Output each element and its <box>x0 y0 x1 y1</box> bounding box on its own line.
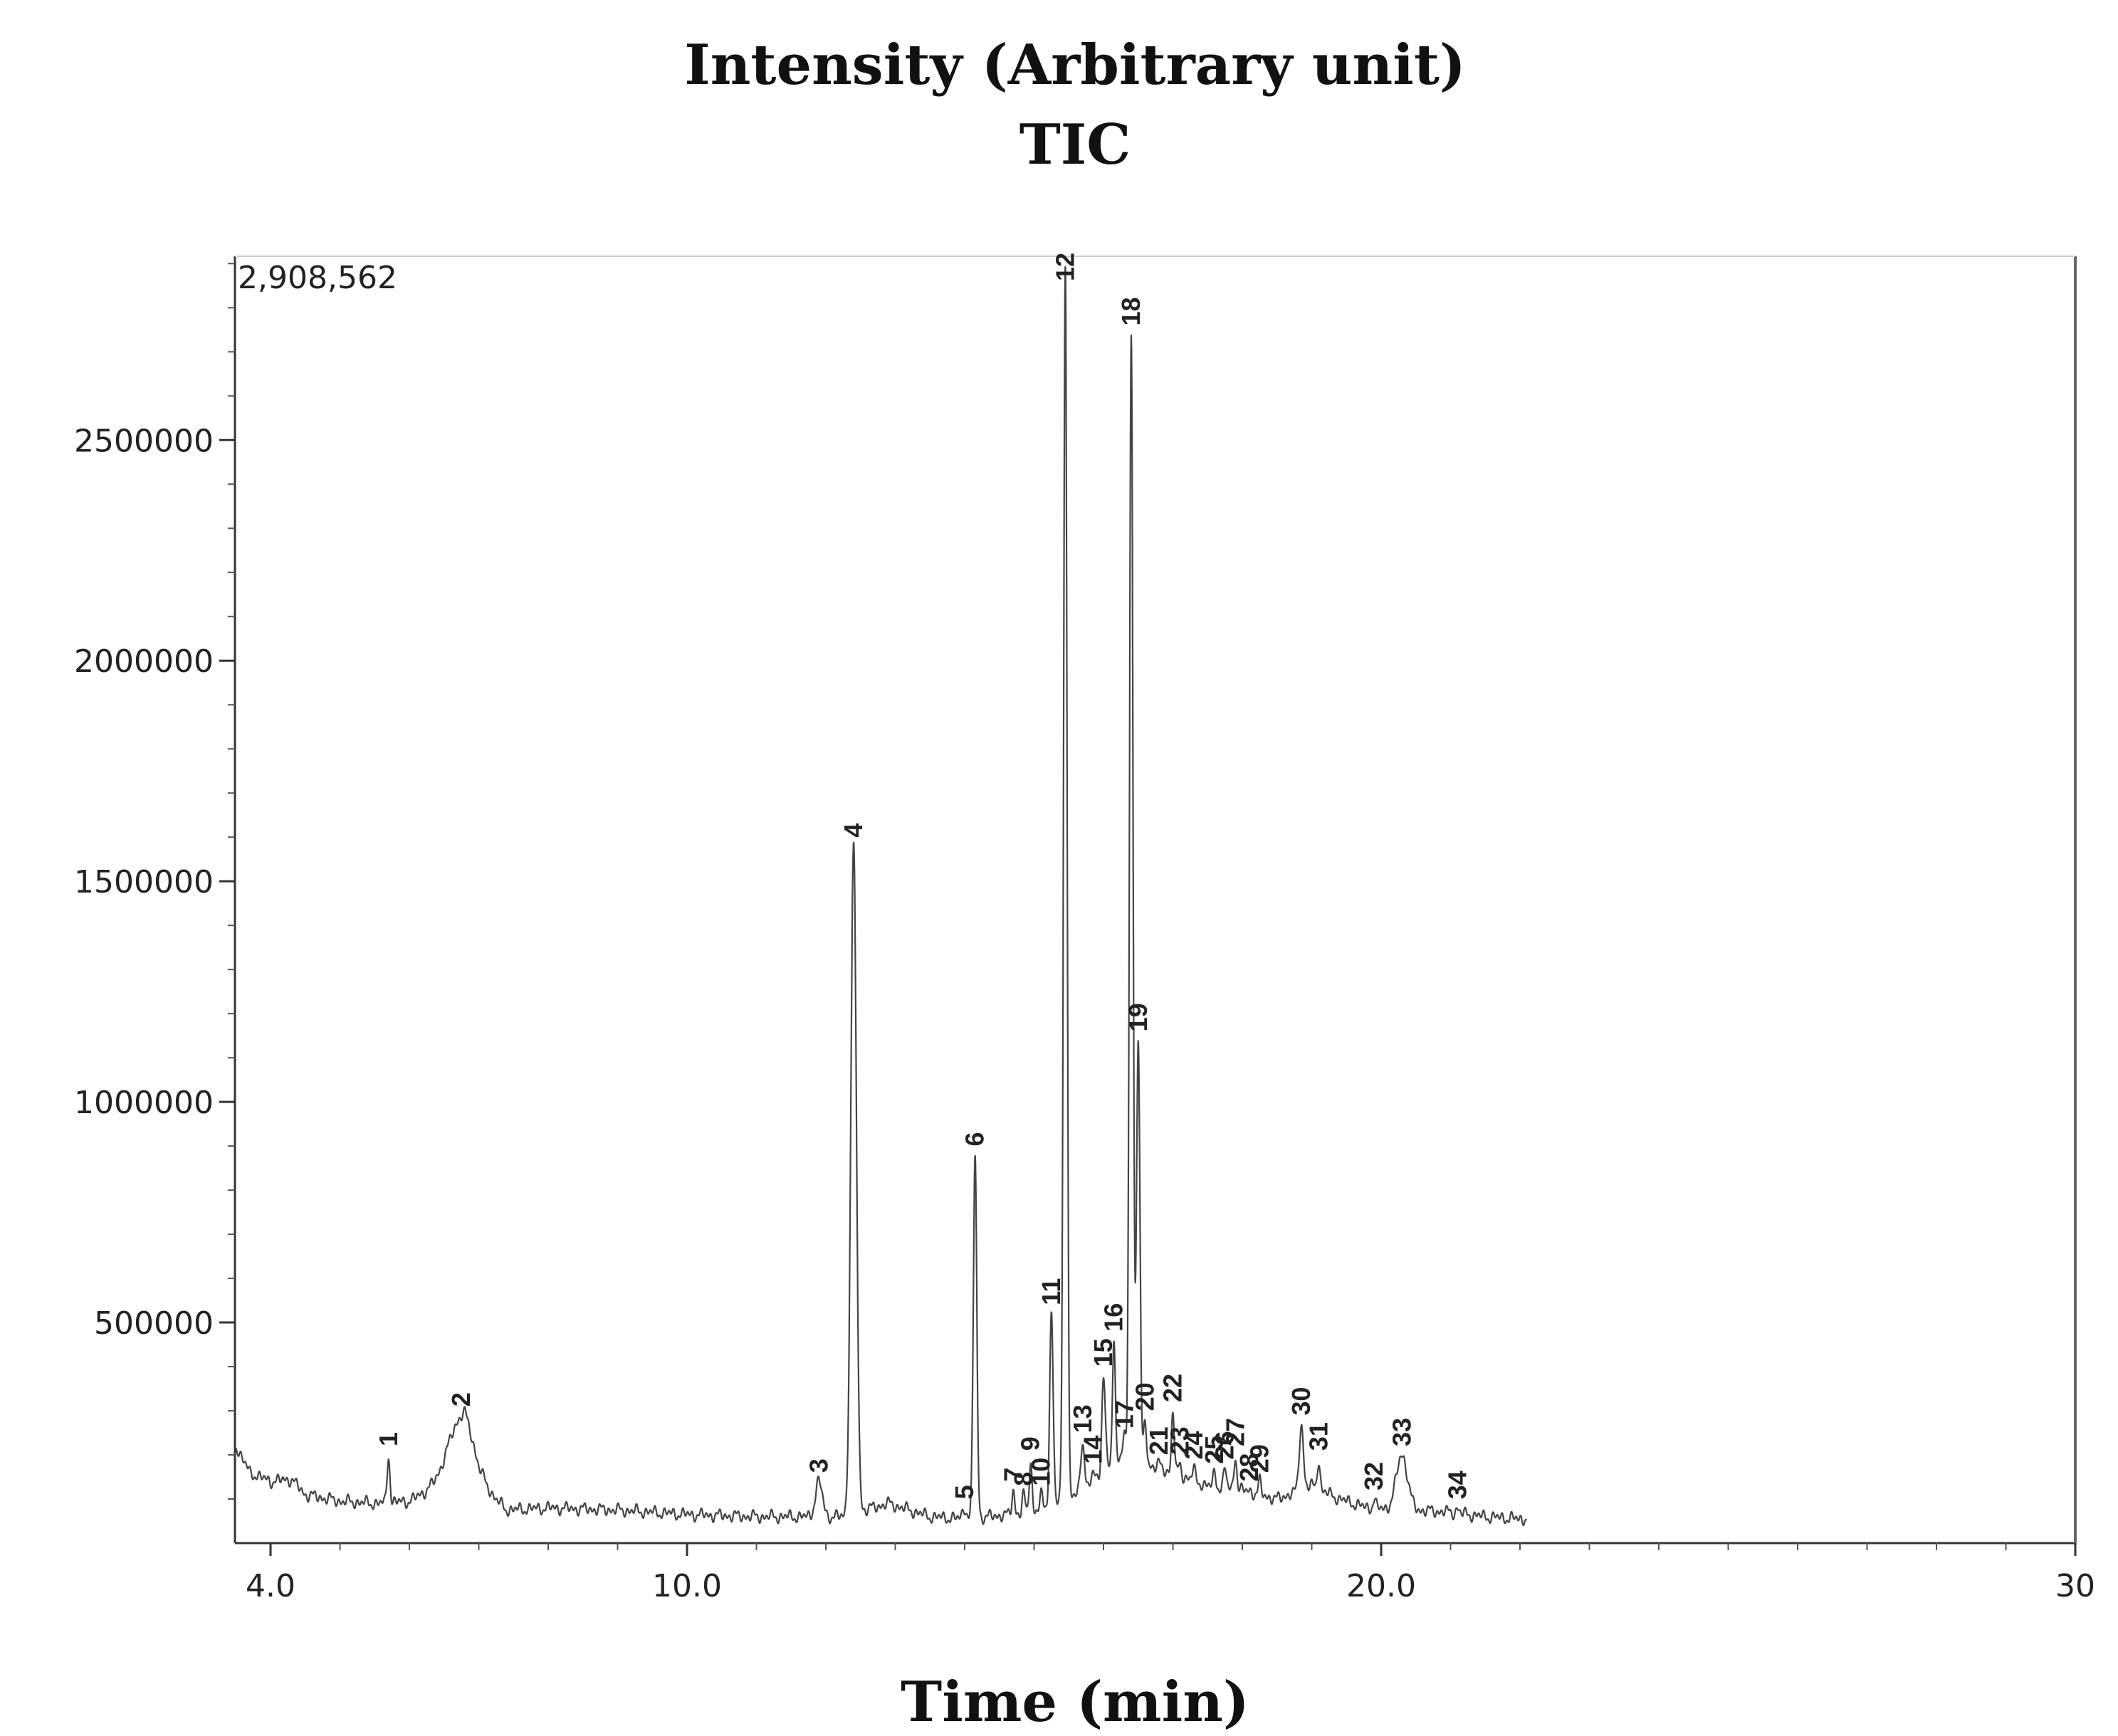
y-tick-label: 1500000 <box>74 864 214 900</box>
x-tick-label: 20.0 <box>1346 1568 1416 1604</box>
y-tick-label: 1000000 <box>74 1085 214 1121</box>
peak-label: 9 <box>1016 1436 1045 1451</box>
peak-label: 22 <box>1158 1374 1188 1402</box>
peak-label: 11 <box>1037 1278 1066 1305</box>
peak-label: 19 <box>1123 1003 1153 1031</box>
peak-label: 10 <box>1026 1458 1055 1486</box>
peak-labels: 1234567891011121314151617181920212223242… <box>374 253 1472 1499</box>
peak-label: 15 <box>1089 1338 1118 1367</box>
peak-label: 23 <box>1165 1426 1194 1455</box>
peak-label: 32 <box>1359 1462 1388 1490</box>
peak-label: 21 <box>1144 1426 1173 1455</box>
y-tick-label: 2500000 <box>74 423 214 459</box>
tic-trace <box>235 266 1528 1527</box>
tic-line <box>235 266 1528 1527</box>
max-intensity-label: 2,908,562 <box>238 260 397 296</box>
x-tick-label: 30 <box>2055 1568 2095 1604</box>
peak-label: 25 <box>1200 1436 1229 1464</box>
peak-label: 1 <box>374 1432 403 1446</box>
x-axis-label: Time (min) <box>901 1670 1249 1735</box>
peak-label: 5 <box>950 1485 979 1499</box>
peak-label: 6 <box>960 1132 990 1146</box>
peak-label: 30 <box>1286 1387 1316 1416</box>
peak-label: 2 <box>446 1392 476 1406</box>
peak-label: 13 <box>1068 1404 1097 1433</box>
chart-subtitle: TIC <box>1019 112 1131 177</box>
y-tick-label: 500000 <box>94 1305 214 1342</box>
peak-label: 28 <box>1234 1453 1264 1482</box>
peak-label: 20 <box>1131 1382 1160 1411</box>
peak-label: 27 <box>1220 1418 1249 1446</box>
axes: 500000 1000000 1500000 2000000 2500000 4.0 10.… <box>74 256 2095 1604</box>
peak-label: 24 <box>1179 1431 1208 1460</box>
peak-label: 34 <box>1442 1471 1472 1499</box>
y-tick-label: 2000000 <box>74 643 214 680</box>
peak-label: 8 <box>1009 1472 1038 1486</box>
peak-label: 17 <box>1109 1400 1138 1429</box>
peak-label: 33 <box>1387 1418 1416 1446</box>
chart-title: Intensity (Arbitrary unit) <box>684 33 1466 98</box>
peak-label: 16 <box>1099 1303 1128 1332</box>
peak-label: 12 <box>1050 253 1079 281</box>
peak-label: 14 <box>1078 1436 1107 1464</box>
peak-label: 29 <box>1244 1444 1274 1473</box>
peak-label: 18 <box>1116 297 1145 325</box>
peak-label: 4 <box>839 824 868 838</box>
peak-label: 3 <box>804 1458 833 1473</box>
peak-label: 26 <box>1210 1431 1239 1460</box>
peak-label: 7 <box>998 1468 1027 1482</box>
peak-label: 31 <box>1304 1422 1333 1451</box>
x-tick-label: 4.0 <box>246 1568 295 1604</box>
x-tick-label: 10.0 <box>652 1568 722 1604</box>
